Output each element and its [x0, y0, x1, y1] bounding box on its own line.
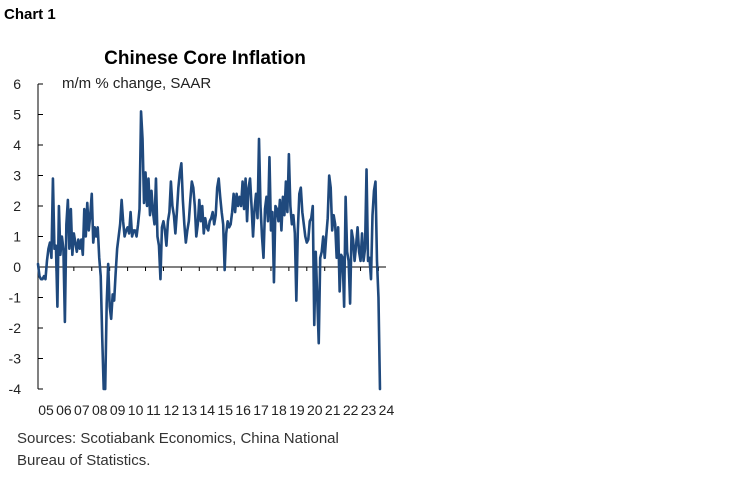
x-tick-label: 23	[361, 402, 377, 418]
x-tick-label: 13	[182, 402, 198, 418]
source-line-1: Sources: Scotiabank Economics, China Nat…	[17, 430, 339, 447]
chart-label: Chart 1	[4, 6, 56, 23]
y-tick-label: -3	[9, 351, 22, 367]
x-tick-label: 05	[38, 402, 54, 418]
x-tick-label: 18	[271, 402, 287, 418]
y-tick-label: -1	[9, 290, 22, 306]
y-tick-label: 2	[13, 198, 21, 214]
source-note: Sources: Scotiabank Economics, China Nat…	[17, 428, 397, 472]
source-line-2: Bureau of Statistics.	[17, 452, 151, 469]
y-tick-label: 6	[13, 76, 21, 92]
x-tick-label: 07	[74, 402, 90, 418]
y-tick-label: -4	[9, 381, 22, 397]
x-tick-label: 16	[235, 402, 251, 418]
x-tick-label: 20	[307, 402, 323, 418]
y-tick-label: 1	[13, 229, 21, 245]
x-axis: 05 06 07 08 09 10 11 12 13 14 15 16 17 18 19 20 21 22 23 24	[37, 267, 395, 418]
x-tick-label: 06	[56, 402, 72, 418]
y-tick-label: 0	[13, 259, 21, 275]
series-line-core-inflation	[36, 110, 382, 391]
x-tick-label: 09	[110, 402, 126, 418]
y-tick-label: 3	[13, 168, 21, 184]
y-axis: 6 5 4 3 2 1 0 -1 -2 -3 -4	[9, 76, 43, 397]
x-tick-label: 08	[92, 402, 108, 418]
x-tick-label: 24	[379, 402, 395, 418]
chart-title: Chinese Core Inflation	[104, 48, 306, 69]
y-tick-label: 5	[13, 107, 21, 123]
chart-subtitle: m/m % change, SAAR	[62, 75, 212, 92]
x-tick-label: 14	[199, 402, 215, 418]
x-tick-label: 15	[217, 402, 233, 418]
x-tick-label: 17	[253, 402, 269, 418]
y-tick-label: -2	[9, 320, 22, 336]
x-tick-label: 11	[146, 402, 161, 418]
x-tick-label: 19	[289, 402, 305, 418]
x-tick-label: 12	[164, 402, 180, 418]
x-tick-label: 10	[128, 402, 144, 418]
y-tick-label: 4	[13, 137, 21, 153]
x-tick-label: 21	[325, 402, 341, 418]
x-tick-label: 22	[343, 402, 359, 418]
